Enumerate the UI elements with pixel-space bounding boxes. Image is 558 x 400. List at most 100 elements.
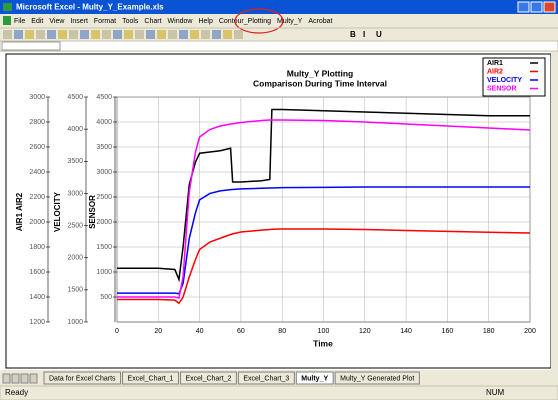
menu-item[interactable]: Format <box>94 18 116 25</box>
sheet-tab[interactable] <box>43 371 122 385</box>
toolbar-icon[interactable] <box>179 30 188 39</box>
y-tick-label: 2200 <box>29 194 45 201</box>
name-box[interactable] <box>1 41 61 51</box>
tab-nav[interactable] <box>20 373 29 384</box>
menu-item[interactable]: Insert <box>70 18 88 25</box>
x-tick-label: 40 <box>196 328 204 335</box>
sheet-tab-label[interactable]: Excel_Chart_3 <box>243 375 289 382</box>
toolbar-icon[interactable] <box>113 30 122 39</box>
toolbar-icon[interactable] <box>223 30 232 39</box>
sheet-tab[interactable] <box>295 371 334 385</box>
sheet-tabs: Data for Excel Charts Excel_Chart_1 Excel_… <box>2 371 420 385</box>
y-tick-label: 1500 <box>67 287 83 294</box>
sheet-tab-label[interactable]: Multy_Y Generated Plot <box>340 375 414 382</box>
legend-label: VELOCITY <box>487 77 522 84</box>
maximize-button[interactable] <box>530 1 543 13</box>
x-axis-title: Time <box>313 338 333 348</box>
toolbar-icon[interactable] <box>190 30 199 39</box>
toolbar-icon[interactable] <box>135 30 144 39</box>
menu-item[interactable]: Acrobat <box>308 18 332 25</box>
x-tick-label: 100 <box>318 328 330 335</box>
y-tick-label: 1800 <box>29 244 45 251</box>
toolbar-icon[interactable] <box>201 30 210 39</box>
y-tick-label: 1000 <box>67 319 83 326</box>
toolbar-icon[interactable] <box>14 30 23 39</box>
y-tick-label: 3000 <box>67 190 83 197</box>
y-tick-label: 3500 <box>67 158 83 165</box>
sheet-tab-label[interactable]: Excel_Chart_2 <box>185 375 231 382</box>
legend <box>482 57 546 97</box>
menu-item[interactable]: Edit <box>31 18 43 25</box>
y-axis-title: SENSOR <box>88 195 97 229</box>
menu-item[interactable]: Window <box>168 18 194 25</box>
title-bar <box>0 0 558 14</box>
toolbar-icon[interactable] <box>47 30 56 39</box>
x-tick-label: 20 <box>154 328 162 335</box>
y-tick-label: 3000 <box>96 169 112 176</box>
y-tick-label: 2800 <box>29 119 45 126</box>
highlight-circle <box>234 8 284 34</box>
menu-item[interactable]: Help <box>198 18 213 25</box>
close-button[interactable] <box>543 1 556 13</box>
x-tick-label: 120 <box>359 328 371 335</box>
toolbar-icon[interactable] <box>157 30 166 39</box>
menu-item[interactable]: Multy_Y <box>277 18 303 25</box>
menu-bar: File Edit View Insert Format Tools Chart Window… <box>3 16 332 25</box>
chart-title: Multy_Y Plotting <box>287 68 353 78</box>
sheet-tab-label[interactable]: Data for Excel Charts <box>49 375 116 382</box>
toolbar-icon[interactable] <box>146 30 155 39</box>
toolbar-icon[interactable] <box>36 30 45 39</box>
toolbar-icon[interactable] <box>91 30 100 39</box>
sheet-tab[interactable] <box>334 371 420 385</box>
y-tick-label: 3500 <box>96 144 112 151</box>
toolbar-icon[interactable] <box>102 30 111 39</box>
y-tick-label: 1200 <box>29 319 45 326</box>
x-tick-label: 60 <box>237 328 245 335</box>
y-tick-label: 3000 <box>29 94 45 101</box>
y-tick-label: 2400 <box>29 169 45 176</box>
format-button[interactable]: B <box>350 30 356 39</box>
status-bar <box>0 385 558 400</box>
x-tick-label: 180 <box>483 328 495 335</box>
toolbar-icon[interactable] <box>168 30 177 39</box>
minimize-button[interactable] <box>517 1 530 13</box>
chart-subtitle: Comparison During Time Interval <box>253 78 387 88</box>
y-axis-title: VELOCITY <box>53 191 62 232</box>
sheet-tab-label[interactable]: Multy_Y <box>301 375 328 382</box>
plot: 0 20 40 60 80 100 120 140 160 180 200 1200 1400 1600 1… <box>15 94 536 335</box>
status-ready: Ready <box>5 388 28 397</box>
y-tick-label: 4500 <box>96 94 112 101</box>
y-tick-label: 2600 <box>29 144 45 151</box>
y-tick-label: 2000 <box>29 219 45 226</box>
y-tick-label: 4500 <box>67 94 83 101</box>
toolbar-icon[interactable] <box>124 30 133 39</box>
toolbar-icon[interactable] <box>3 30 12 39</box>
toolbar-icon[interactable] <box>58 30 67 39</box>
toolbar-icon[interactable] <box>80 30 89 39</box>
toolbar-icon[interactable] <box>234 30 243 39</box>
toolbar-icon[interactable] <box>25 30 34 39</box>
tab-nav[interactable] <box>11 373 20 384</box>
menu-item[interactable]: File <box>14 18 25 25</box>
tab-nav[interactable] <box>2 373 11 384</box>
legend-label: AIR1 <box>487 60 503 67</box>
menu-item[interactable]: Contour_Plotting <box>219 18 271 25</box>
y-tick-label: 2500 <box>67 222 83 229</box>
format-button[interactable]: U <box>376 30 382 39</box>
x-tick-label: 200 <box>524 328 536 335</box>
format-button[interactable]: I <box>363 30 365 39</box>
sheet-tab[interactable] <box>237 371 295 385</box>
y-axis-title: AIR1 AIR2 <box>15 192 24 231</box>
menu-item[interactable]: Tools <box>122 18 139 25</box>
menu-item[interactable]: Chart <box>144 18 161 25</box>
sheet-tab[interactable] <box>122 371 179 385</box>
y-tick-label: 2000 <box>67 255 83 262</box>
toolbar-icon[interactable] <box>69 30 78 39</box>
sheet-tab[interactable] <box>179 371 237 385</box>
tab-nav[interactable] <box>29 373 38 384</box>
status-num: NUM <box>486 388 505 397</box>
toolbar-icon[interactable] <box>212 30 221 39</box>
menu-item[interactable]: View <box>49 18 65 25</box>
sheet-tab-label[interactable]: Excel_Chart_1 <box>128 375 174 382</box>
